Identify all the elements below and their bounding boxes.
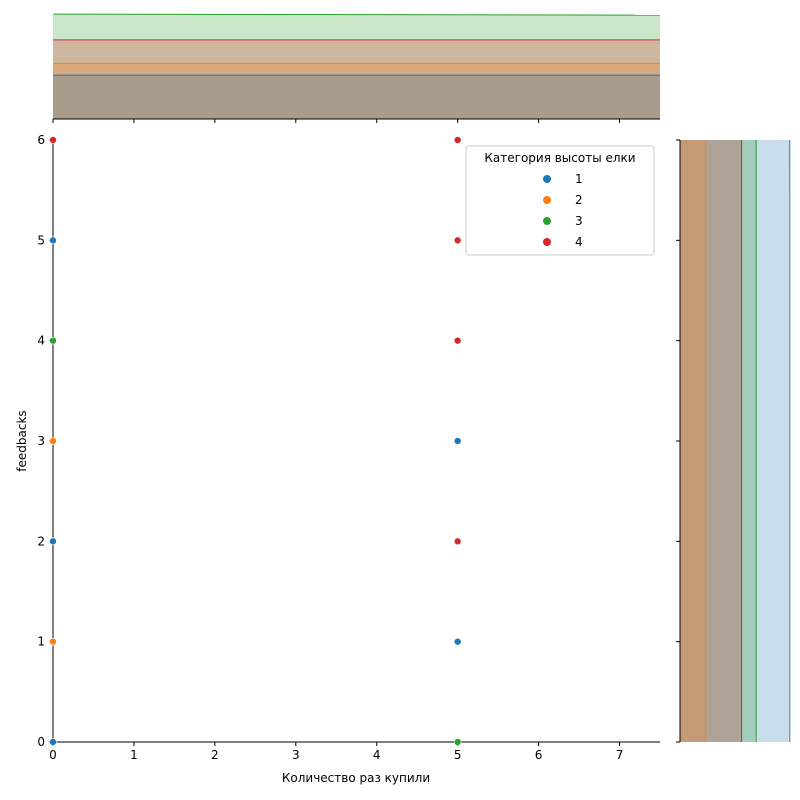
y-kde-fill-3 [680,140,757,742]
scatter-point-series-3 [49,336,57,345]
y-tick-label: 5 [37,233,45,247]
x-tick-label: 0 [49,748,57,762]
y-tick-label: 1 [37,635,45,649]
scatter-point-series-3 [453,738,462,746]
scatter-point-series-4 [453,537,462,546]
scatter-point-series-1 [453,437,462,445]
scatter-point-series-2 [49,637,57,646]
x-kde-fill-3 [53,14,660,120]
y-axis-label: feedbacks [15,410,29,471]
legend-title: Категория высоты елки [484,151,635,165]
y-tick-label: 2 [37,534,45,548]
scatter-points [49,136,462,746]
legend-label-1: 1 [575,172,583,186]
y-kde-fill-1 [680,140,790,742]
legend-entries: 1 2 3 4 [543,172,583,249]
scatter-point-series-4 [453,236,462,245]
legend: Категория высоты елки 1 2 3 4 [465,145,655,256]
legend-label-2: 2 [575,193,583,207]
x-kde-fill-1 [53,75,660,119]
legend-marker-2 [543,196,551,204]
x-kde-fill-4 [53,39,660,119]
y-tick-label: 4 [37,334,45,348]
legend-marker-3 [543,217,551,225]
x-kde-fill-2 [53,63,660,119]
x-tick-label: 6 [535,748,543,762]
legend-marker-1 [543,175,551,183]
x-axis-label: Количество раз купили [282,771,430,785]
x-marginal-kde [52,13,661,123]
x-tick-label: 7 [616,748,624,762]
y-kde-fill-4 [680,140,742,742]
x-tick-label: 3 [292,748,300,762]
scatter-point-series-1 [453,637,462,646]
x-tick-label: 1 [130,748,138,762]
y-tick-label: 3 [37,434,45,448]
x-kde-line-3 [52,13,661,16]
legend-label-4: 4 [575,235,583,249]
scatter-point-series-1 [49,738,57,746]
y-marginal-kde [676,139,791,743]
scatter-point-series-2 [49,437,57,445]
y-tick-label: 6 [37,133,45,147]
scatter-point-series-1 [49,537,57,546]
scatter-point-series-4 [453,136,462,144]
legend-marker-4 [543,238,551,246]
x-tick-label: 5 [454,748,462,762]
x-tick-label: 4 [373,748,381,762]
scatter-point-series-4 [453,336,462,345]
scatter-point-series-1 [49,236,57,245]
legend-label-3: 3 [575,214,583,228]
legend-frame [465,145,655,256]
y-kde-fill-2 [680,140,706,742]
scatter-point-series-4 [49,136,57,144]
y-tick-label: 0 [37,735,45,749]
x-tick-label: 2 [211,748,219,762]
